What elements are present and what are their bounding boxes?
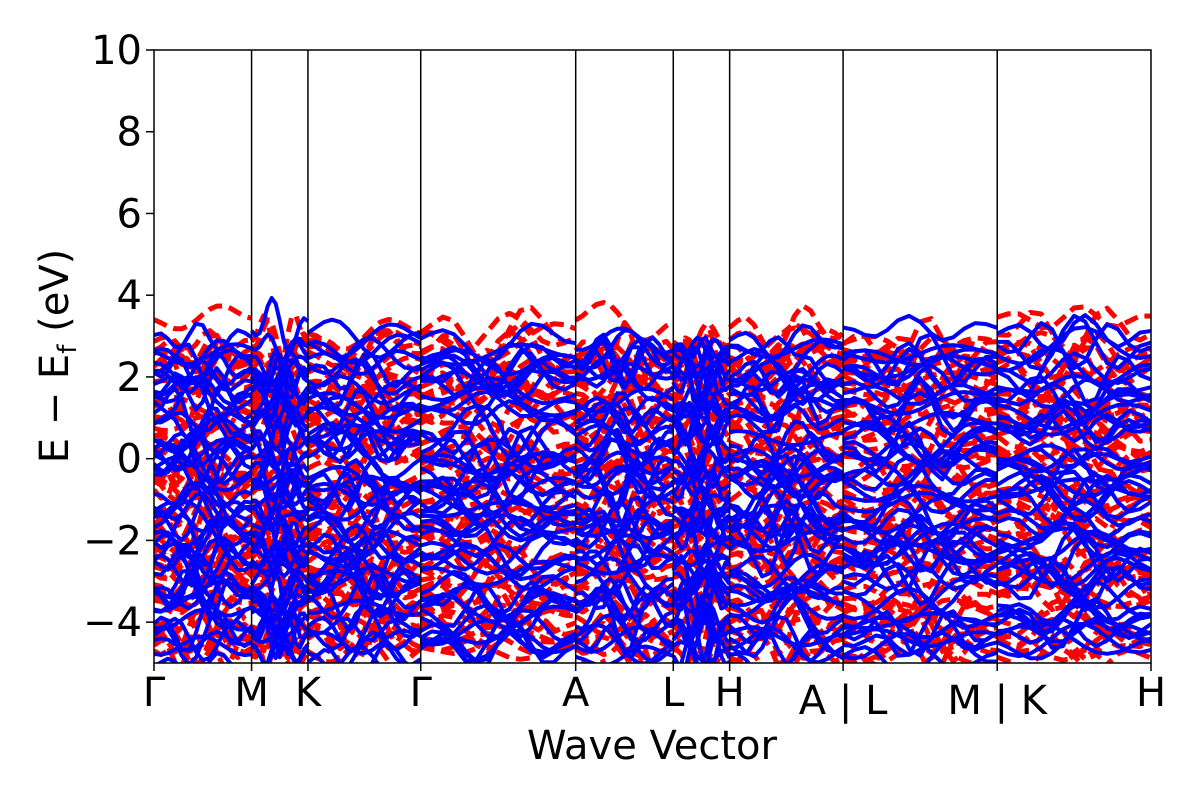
y-tick-label: 6	[117, 191, 142, 237]
high-symmetry-lines	[250, 50, 998, 663]
y-axis-label: E − Ef (eV)	[32, 249, 83, 464]
plot-frame	[153, 49, 1152, 664]
band-line	[154, 296, 1151, 371]
x-tick-label: H	[1136, 670, 1166, 716]
y-axis-label-sub: f	[53, 344, 83, 354]
y-tick-label: 2	[117, 355, 142, 401]
x-tick-label: Γ	[410, 670, 433, 716]
x-tick-label: A	[562, 670, 590, 716]
y-tick-label: 4	[117, 273, 142, 319]
y-axis-label-unit: (eV)	[32, 249, 78, 345]
x-tick-label: Γ	[143, 670, 166, 716]
y-tick-label: 10	[91, 28, 142, 74]
x-tick-label: K	[295, 670, 323, 716]
band-series-solid	[154, 296, 1151, 663]
x-tick-label: H	[715, 670, 745, 716]
x-tick-label: L	[662, 670, 685, 716]
x-tick-label: M | K	[947, 678, 1048, 724]
y-axis-label-main: E − E	[32, 354, 78, 464]
y-tick-label: −4	[83, 600, 142, 646]
x-tick-label: M	[234, 670, 269, 716]
y-tick-label: 8	[117, 110, 142, 156]
y-tick-label: 0	[117, 437, 142, 483]
x-axis-label: Wave Vector	[527, 723, 778, 769]
y-axis-ticks: −4 −2 0 2 4 6 8 10	[83, 28, 154, 646]
y-tick-label: −2	[83, 518, 142, 564]
x-tick-label: A | L	[799, 678, 888, 724]
